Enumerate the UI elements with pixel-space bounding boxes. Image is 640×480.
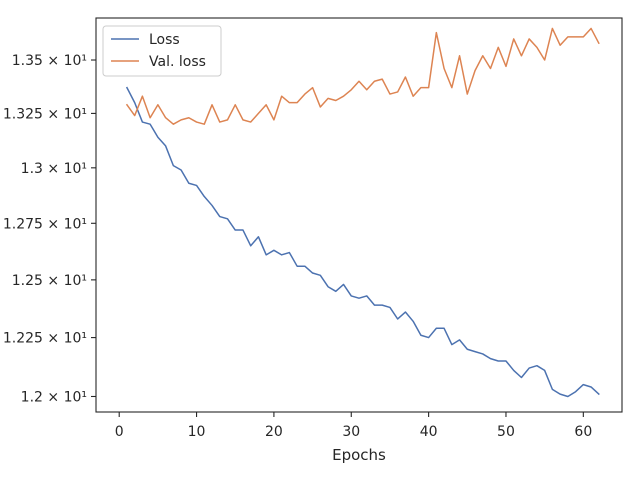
y-tick-label: 1.225 × 10¹ xyxy=(3,331,87,347)
x-tick-label: 20 xyxy=(265,424,283,440)
y-tick-label: 1.3 × 10¹ xyxy=(21,161,87,177)
x-axis-label: Epochs xyxy=(332,446,386,464)
y-tick-label: 1.2 × 10¹ xyxy=(21,389,87,405)
y-tick-label: 1.325 × 10¹ xyxy=(3,106,87,122)
x-tick-label: 60 xyxy=(574,424,592,440)
x-tick-label: 40 xyxy=(420,424,438,440)
series-line-val-loss xyxy=(125,27,600,125)
series-layer xyxy=(125,27,600,398)
y-tick-label: 1.25 × 10¹ xyxy=(12,273,87,289)
x-tick-label: 30 xyxy=(342,424,360,440)
legend-label: Val. loss xyxy=(149,54,206,70)
legend-label: Loss xyxy=(149,32,180,48)
legend: Loss Val. loss xyxy=(102,25,222,77)
x-tick-label: 0 xyxy=(115,424,124,440)
axes-layer: 0 10 20 30 40 50 60 1.2 × 10¹ 1.225 × 10¹ 1.25 × … xyxy=(3,17,623,440)
plot-frame xyxy=(95,17,623,413)
series-line-loss xyxy=(125,86,600,398)
x-tick-label: 50 xyxy=(497,424,515,440)
y-tick-label: 1.275 × 10¹ xyxy=(3,216,87,232)
x-tick-label: 10 xyxy=(188,424,206,440)
y-tick-label: 1.35 × 10¹ xyxy=(12,53,87,69)
